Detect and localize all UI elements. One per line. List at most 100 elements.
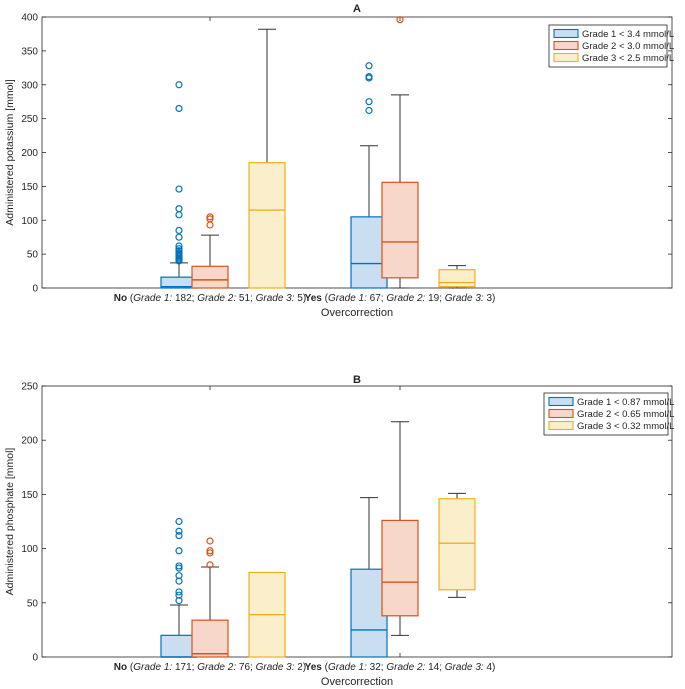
- x-category-label-part: Grade 2:: [386, 293, 425, 304]
- x-category-label-yes: Yes (Grade 1: 32; Grade 2: 14; Grade 3: …: [305, 662, 496, 673]
- outlier-point: [365, 98, 373, 106]
- outlier-point: [206, 561, 214, 569]
- x-category-label-part: Grade 1:: [133, 662, 172, 673]
- outlier-point: [206, 537, 214, 545]
- outlier-point: [175, 257, 183, 265]
- y-tick-label: 0: [32, 284, 38, 295]
- x-category-label-part: 2): [295, 662, 307, 673]
- box-3-yes: [438, 492, 476, 598]
- box-iqr: [191, 619, 229, 658]
- outlier-point: [396, 16, 404, 24]
- box-3-no: [248, 28, 286, 289]
- x-category-label-part: Grade 1:: [133, 293, 172, 304]
- panel-b: B 0 50 100 150 200 250 Administered phosphate […: [4, 374, 674, 688]
- x-category-label-part: Grade 1:: [328, 662, 367, 673]
- outlier-point: [175, 104, 183, 113]
- y-tick-label: 250: [21, 382, 38, 393]
- panel-a: A 0 50 100 150 200 250 300 350 400 Administered po…: [4, 3, 674, 319]
- legend-swatch-grade-3: [548, 420, 574, 431]
- legend-label-grade-2: Grade 2 < 3.0 mmol/L: [582, 41, 674, 52]
- x-category-label-part: 76;: [236, 662, 255, 673]
- y-tick-label: 50: [27, 250, 39, 261]
- outlier-point: [175, 81, 183, 89]
- legend-label-grade-2: Grade 2 < 0.65 mmol/L: [577, 409, 674, 420]
- outlier-point: [175, 211, 183, 219]
- y-tick-label: 200: [21, 148, 38, 159]
- chart-title: B: [353, 374, 361, 386]
- outlier-point: [175, 185, 183, 193]
- y-tick-label: 50: [27, 598, 39, 609]
- box-iqr: [438, 269, 476, 288]
- legend-swatch-grade-3: [553, 52, 579, 63]
- x-category-label-part: 19;: [425, 293, 444, 304]
- legend-swatch-grade-2: [553, 40, 579, 51]
- y-axis-label: Administered potassium [mmol]: [4, 79, 16, 226]
- box-2-yes: [381, 16, 419, 289]
- x-category-label-part: 4): [484, 662, 496, 673]
- y-tick-label: 100: [21, 216, 38, 227]
- legend-label-grade-1: Grade 1 < 3.4 mmol/L: [582, 29, 674, 40]
- legend-label-grade-3: Grade 3 < 2.5 mmol/L: [582, 53, 674, 64]
- outlier-point: [175, 242, 183, 250]
- legend-swatch-grade-1: [548, 396, 574, 407]
- x-category-label-part: Grade 3:: [445, 293, 484, 304]
- outlier-point: [175, 564, 183, 572]
- x-category-label-part: (: [127, 293, 134, 304]
- x-category-label-part: 3): [484, 293, 496, 304]
- legend-label-grade-3: Grade 3 < 0.32 mmol/L: [577, 421, 674, 432]
- y-tick-label: 0: [32, 653, 38, 664]
- box-2-yes: [381, 421, 419, 636]
- x-category-label-part: 182;: [172, 293, 197, 304]
- x-category-label-part: 5): [295, 293, 307, 304]
- box-2-no: [191, 537, 229, 658]
- x-category-label-part: 171;: [172, 662, 197, 673]
- x-category-label-part: (: [127, 662, 134, 673]
- box-iqr: [350, 216, 388, 289]
- y-tick-label: 150: [21, 182, 38, 193]
- x-category-label-part: 32;: [367, 662, 386, 673]
- chart-title: A: [353, 3, 361, 15]
- y-tick-label: 300: [21, 80, 38, 91]
- x-category-label-part: (: [322, 293, 329, 304]
- x-category-label-part: 14;: [425, 662, 444, 673]
- outlier-point: [175, 233, 183, 241]
- outlier-point: [365, 62, 373, 70]
- outlier-point: [206, 549, 214, 557]
- x-axis-label: Overcorrection: [321, 307, 393, 319]
- x-category-label-part: Grade 3:: [256, 662, 295, 673]
- x-category-label-part: Yes: [305, 662, 323, 673]
- box-iqr: [438, 498, 476, 591]
- x-category-label-no: No (Grade 1: 182; Grade 2: 51; Grade 3: …: [114, 293, 306, 304]
- y-tick-label: 150: [21, 490, 38, 501]
- x-category-label-part: No: [114, 293, 127, 304]
- outlier-point: [175, 547, 183, 555]
- x-category-label-part: (: [322, 662, 329, 673]
- box-iqr: [191, 265, 229, 289]
- legend-swatch-grade-1: [553, 28, 579, 39]
- box-3-no: [248, 571, 286, 658]
- outlier-point: [365, 74, 373, 82]
- y-axis-label: Administered phosphate [mmol]: [4, 448, 16, 596]
- y-tick-label: 200: [21, 436, 38, 447]
- legend-label-grade-1: Grade 1 < 0.87 mmol/L: [577, 397, 674, 408]
- x-category-label-part: Grade 1:: [328, 293, 367, 304]
- x-category-label-part: 51;: [236, 293, 255, 304]
- outlier-point: [175, 527, 183, 535]
- outlier-point: [175, 226, 183, 235]
- box-iqr: [381, 181, 419, 279]
- x-category-label-yes: Yes (Grade 1: 67; Grade 2: 19; Grade 3: …: [305, 293, 496, 304]
- x-category-label-no: No (Grade 1: 171; Grade 2: 76; Grade 3: …: [114, 662, 306, 673]
- x-category-label-part: Grade 2:: [197, 293, 236, 304]
- outlier-point: [175, 517, 183, 526]
- y-tick-label: 100: [21, 544, 38, 555]
- box-2-no: [191, 213, 229, 289]
- outlier-point: [175, 531, 183, 540]
- x-category-label-part: No: [114, 662, 127, 673]
- box-3-yes: [438, 265, 476, 289]
- box-1-no: [160, 517, 198, 658]
- x-axis-label: Overcorrection: [321, 676, 393, 688]
- x-category-label-part: Grade 2:: [197, 662, 236, 673]
